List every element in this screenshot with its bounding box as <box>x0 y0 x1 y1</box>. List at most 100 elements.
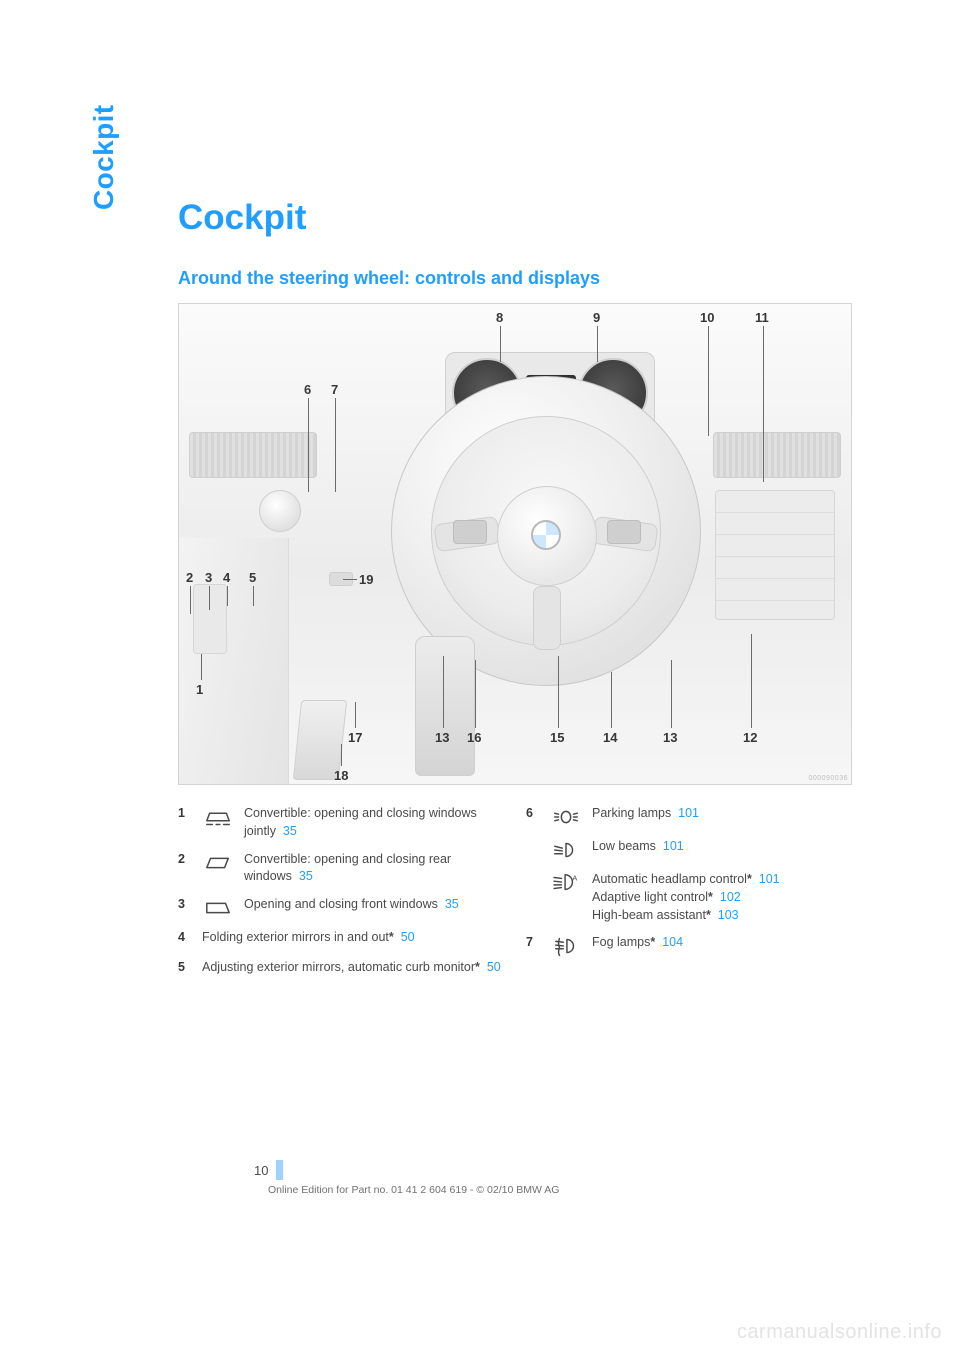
page-ref-link[interactable]: 104 <box>662 935 683 949</box>
watermark: carmanualsonline.info <box>737 1321 942 1344</box>
legend-text: Adjusting exterior mirrors, automatic cu… <box>202 959 504 977</box>
callout-line <box>763 326 764 482</box>
section-subtitle: Around the steering wheel: controls and … <box>178 268 852 289</box>
page-ref-link[interactable]: 102 <box>720 890 741 904</box>
callout-8: 8 <box>496 310 503 325</box>
cockpit-diagram: 8 9 10 11 6 7 2 3 4 5 1 19 <box>178 303 852 785</box>
callout-18: 18 <box>334 768 348 783</box>
windows-joint-icon <box>202 805 234 841</box>
legend-item-3: 3 Opening and closing front windows 35 <box>178 896 504 919</box>
legend-text: Folding exterior mirrors in and out* 50 <box>202 929 504 947</box>
page-number-wrap: 10 <box>254 1160 283 1180</box>
legend-num: 1 <box>178 805 192 841</box>
legend-label: High-beam assistant <box>592 908 706 922</box>
callout-line <box>227 586 228 606</box>
steering-column <box>415 636 475 776</box>
legend-label: Convertible: opening and closing rear wi… <box>244 852 451 884</box>
page-title: Cockpit <box>178 198 852 238</box>
legend-text: Fog lamps* 104 <box>592 934 852 957</box>
page-ref-link[interactable]: 35 <box>299 869 313 883</box>
low-beams-icon <box>550 838 582 861</box>
air-vent-right <box>713 432 841 478</box>
legend-item-6c: A Automatic headlamp control* 101 Adapti… <box>526 871 852 924</box>
legend-label: Parking lamps <box>592 806 671 820</box>
footnote: Online Edition for Part no. 01 41 2 604 … <box>268 1184 559 1196</box>
legend-label: Convertible: opening and closing windows… <box>244 806 477 838</box>
wheel-buttons-left <box>453 520 487 544</box>
auto-headlamp-icon: A <box>550 871 582 924</box>
callout-line <box>475 660 476 728</box>
callout-line <box>355 702 356 728</box>
callout-line <box>201 654 202 680</box>
page-ref-link[interactable]: 50 <box>401 930 415 944</box>
legend-item-1: 1 Convertible: opening and closing windo… <box>178 805 504 841</box>
front-window-icon <box>202 896 234 919</box>
callout-line <box>597 326 598 362</box>
legend-label: Low beams <box>592 839 656 853</box>
legend-text: Automatic headlamp control* 101 Adaptive… <box>592 871 852 924</box>
legend-item-2: 2 Convertible: opening and closing rear … <box>178 851 504 887</box>
callout-13a: 13 <box>435 730 449 745</box>
callout-13b: 13 <box>663 730 677 745</box>
page-ref-link[interactable]: 50 <box>487 960 501 974</box>
legend-label: Opening and closing front windows <box>244 897 438 911</box>
wheel-buttons-right <box>607 520 641 544</box>
legend-item-7: 7 Fog lamps* 104 <box>526 934 852 957</box>
callout-line <box>341 744 342 766</box>
page-ref-link[interactable]: 35 <box>283 824 297 838</box>
page-ref-link[interactable]: 101 <box>759 872 780 886</box>
callout-14: 14 <box>603 730 617 745</box>
callout-line <box>611 672 612 728</box>
page-ref-link[interactable]: 101 <box>678 806 699 820</box>
callout-2: 2 <box>186 570 193 585</box>
legend-text: Low beams 101 <box>592 838 852 861</box>
callout-15: 15 <box>550 730 564 745</box>
legend-num: 4 <box>178 929 192 947</box>
callout-19: 19 <box>359 572 373 587</box>
legend: 1 Convertible: opening and closing windo… <box>178 805 852 989</box>
callout-line <box>308 398 309 492</box>
legend-num <box>526 838 540 861</box>
spoke-bottom <box>533 586 561 650</box>
legend-item-6a: 6 Parking lamps 101 <box>526 805 852 828</box>
legend-label: Fog lamps <box>592 935 650 949</box>
asterisk: * <box>747 872 752 886</box>
callout-5: 5 <box>249 570 256 585</box>
legend-col-left: 1 Convertible: opening and closing windo… <box>178 805 504 989</box>
callout-line <box>443 656 444 728</box>
legend-col-right: 6 Parking lamps 101 Low beams 101 <box>526 805 852 989</box>
page-ref-link[interactable]: 35 <box>445 897 459 911</box>
bmw-logo-icon <box>531 520 561 550</box>
legend-item-5: 5 Adjusting exterior mirrors, automatic … <box>178 959 504 977</box>
callout-1: 1 <box>196 682 203 697</box>
parking-lamps-icon <box>550 805 582 828</box>
page-number: 10 <box>254 1163 268 1178</box>
legend-text: Convertible: opening and closing windows… <box>244 805 504 841</box>
legend-num: 3 <box>178 896 192 919</box>
callout-4: 4 <box>223 570 230 585</box>
callout-line <box>500 326 501 362</box>
callout-12: 12 <box>743 730 757 745</box>
center-stack <box>715 490 835 620</box>
door-buttons <box>193 584 227 654</box>
legend-num: 2 <box>178 851 192 887</box>
callout-17: 17 <box>348 730 362 745</box>
light-knob <box>259 490 301 532</box>
legend-item-4: 4 Folding exterior mirrors in and out* 5… <box>178 929 504 947</box>
legend-label: Adjusting exterior mirrors, automatic cu… <box>202 960 475 974</box>
asterisk: * <box>708 890 713 904</box>
legend-label: Folding exterior mirrors in and out <box>202 930 389 944</box>
page-ref-link[interactable]: 101 <box>663 839 684 853</box>
rear-window-icon <box>202 851 234 887</box>
callout-16: 16 <box>467 730 481 745</box>
page-ref-link[interactable]: 103 <box>718 908 739 922</box>
legend-text: Convertible: opening and closing rear wi… <box>244 851 504 887</box>
callout-6: 6 <box>304 382 311 397</box>
callout-line <box>209 586 210 610</box>
legend-num <box>526 871 540 924</box>
asterisk: * <box>389 930 394 944</box>
side-tab: Cockpit <box>88 105 120 210</box>
callout-7: 7 <box>331 382 338 397</box>
callout-line <box>708 326 709 436</box>
content-area: Cockpit Around the steering wheel: contr… <box>178 198 852 989</box>
